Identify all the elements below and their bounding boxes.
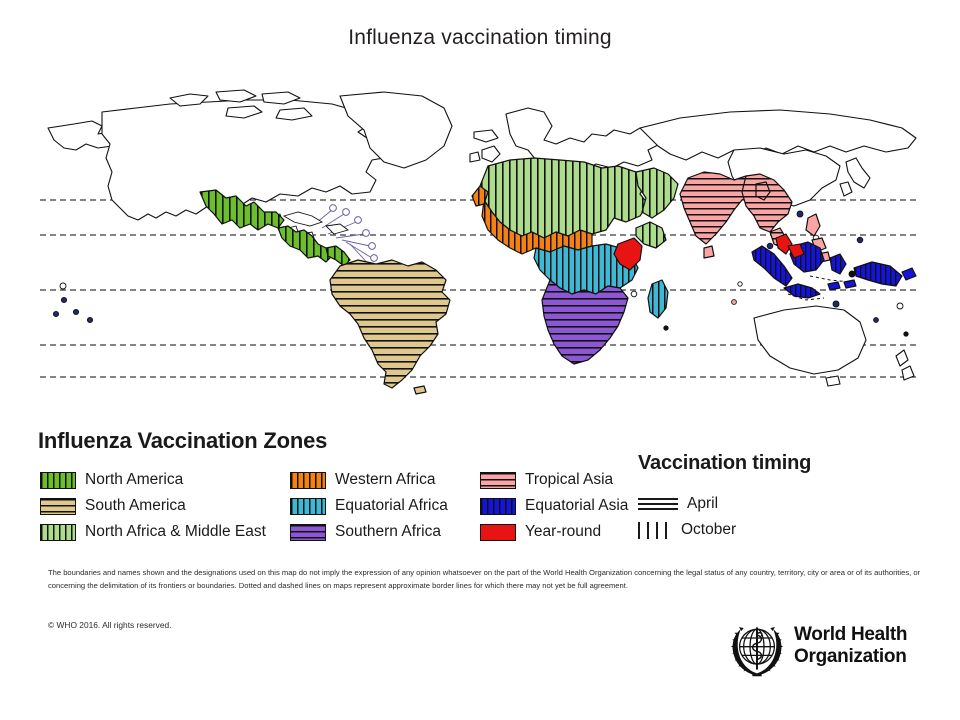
who-line-1: World Health xyxy=(794,624,908,645)
region-north-africa-middle-east xyxy=(479,157,679,249)
pattern-vertical-lines-icon xyxy=(638,521,672,539)
legend-item-western-africa: Western Africa xyxy=(290,468,448,492)
legend-item-equatorial-asia: Equatorial Asia xyxy=(480,494,628,518)
who-wordmark: World Health Organization xyxy=(794,624,908,668)
region-equatorial-africa xyxy=(533,243,669,319)
who-emblem-icon xyxy=(730,626,784,677)
timing-legend: April October xyxy=(638,492,736,544)
region-kenya-year-round xyxy=(613,237,643,271)
legend-label-north-africa-middle-east: North Africa & Middle East xyxy=(85,523,266,540)
swatch-tropical-asia xyxy=(480,471,516,489)
legend-item-north-africa-middle-east: North Africa & Middle East xyxy=(40,520,266,544)
swatch-southern-africa xyxy=(290,523,326,541)
swatch-south-america xyxy=(40,497,76,515)
swatch-north-africa-middle-east xyxy=(40,523,76,541)
caribbean-island-markers xyxy=(329,204,380,275)
map-legend: Influenza Vaccination Zones North Americ… xyxy=(38,428,928,543)
legend-label-south-america: South America xyxy=(85,497,186,514)
legend-item-north-america: North America xyxy=(40,468,266,492)
page-title: Influenza vaccination timing xyxy=(348,26,612,49)
swatch-western-africa xyxy=(290,471,326,489)
who-logo: World Health Organization xyxy=(728,620,928,682)
legend-label-year-round: Year-round xyxy=(525,523,602,540)
legend-label-north-america: North America xyxy=(85,471,184,488)
legend-title: Influenza Vaccination Zones xyxy=(38,428,328,453)
copyright-text: © WHO 2016. All rights reserved. xyxy=(48,620,172,630)
swatch-equatorial-asia xyxy=(480,497,516,515)
who-line-2: Organization xyxy=(794,645,907,667)
legend-label-southern-africa: Southern Africa xyxy=(335,523,441,540)
legend-item-tropical-asia: Tropical Asia xyxy=(480,468,628,492)
region-south-america xyxy=(329,259,451,395)
legend-label-western-africa: Western Africa xyxy=(335,471,436,488)
legend-item-south-america: South America xyxy=(40,494,266,518)
legend-column-2: Western Africa Equatorial Africa Souther… xyxy=(290,468,448,546)
pattern-horizontal-lines-icon xyxy=(638,495,678,513)
legend-label-tropical-asia: Tropical Asia xyxy=(525,471,614,488)
timing-item-october: October xyxy=(638,518,736,542)
legend-column-1: North America South America North Africa… xyxy=(40,468,266,546)
legend-item-year-round: Year-round xyxy=(480,520,628,544)
timing-label-october: October xyxy=(681,521,737,538)
swatch-north-america xyxy=(40,471,76,489)
timing-legend-title: Vaccination timing xyxy=(638,452,812,474)
timing-item-april: April xyxy=(638,492,736,516)
legend-item-southern-africa: Southern Africa xyxy=(290,520,448,544)
legend-column-3: Tropical Asia Equatorial Asia Year-round xyxy=(480,468,628,546)
legend-item-equatorial-africa: Equatorial Africa xyxy=(290,494,448,518)
swatch-equatorial-africa xyxy=(290,497,326,515)
disclaimer-text: The boundaries and names shown and the d… xyxy=(48,568,921,591)
legend-label-equatorial-africa: Equatorial Africa xyxy=(335,497,448,514)
region-southern-africa xyxy=(541,279,629,365)
region-mexico-central-america xyxy=(199,189,351,267)
timing-label-april: April xyxy=(687,495,719,512)
dotted-borders xyxy=(787,275,851,301)
swatch-year-round xyxy=(480,523,516,541)
legend-label-equatorial-asia: Equatorial Asia xyxy=(525,497,629,514)
region-singapore-malaysia-year-round xyxy=(775,233,805,259)
region-western-africa xyxy=(471,185,593,255)
world-map xyxy=(40,88,920,398)
